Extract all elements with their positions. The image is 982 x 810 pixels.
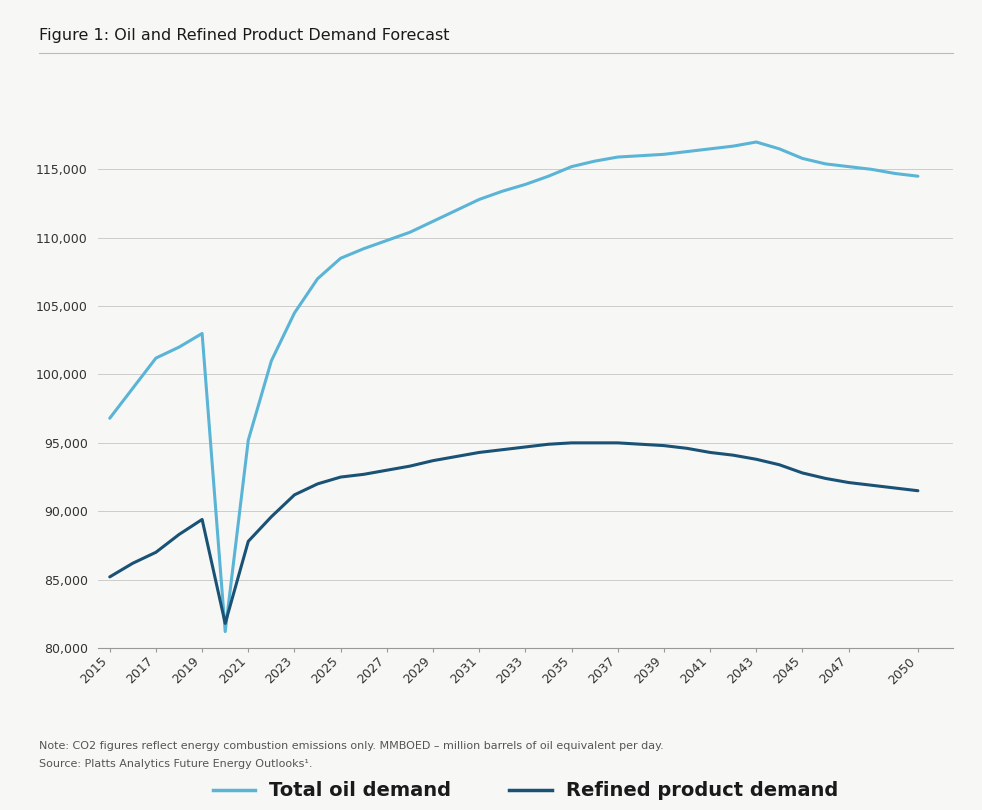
Legend: Total oil demand, Refined product demand: Total oil demand, Refined product demand (205, 774, 846, 808)
Text: Figure 1: Oil and Refined Product Demand Forecast: Figure 1: Oil and Refined Product Demand… (39, 28, 450, 44)
Text: Source: Platts Analytics Future Energy Outlooks¹.: Source: Platts Analytics Future Energy O… (39, 759, 313, 769)
Text: Note: CO2 figures reflect energy combustion emissions only. MMBOED – million bar: Note: CO2 figures reflect energy combust… (39, 741, 664, 751)
